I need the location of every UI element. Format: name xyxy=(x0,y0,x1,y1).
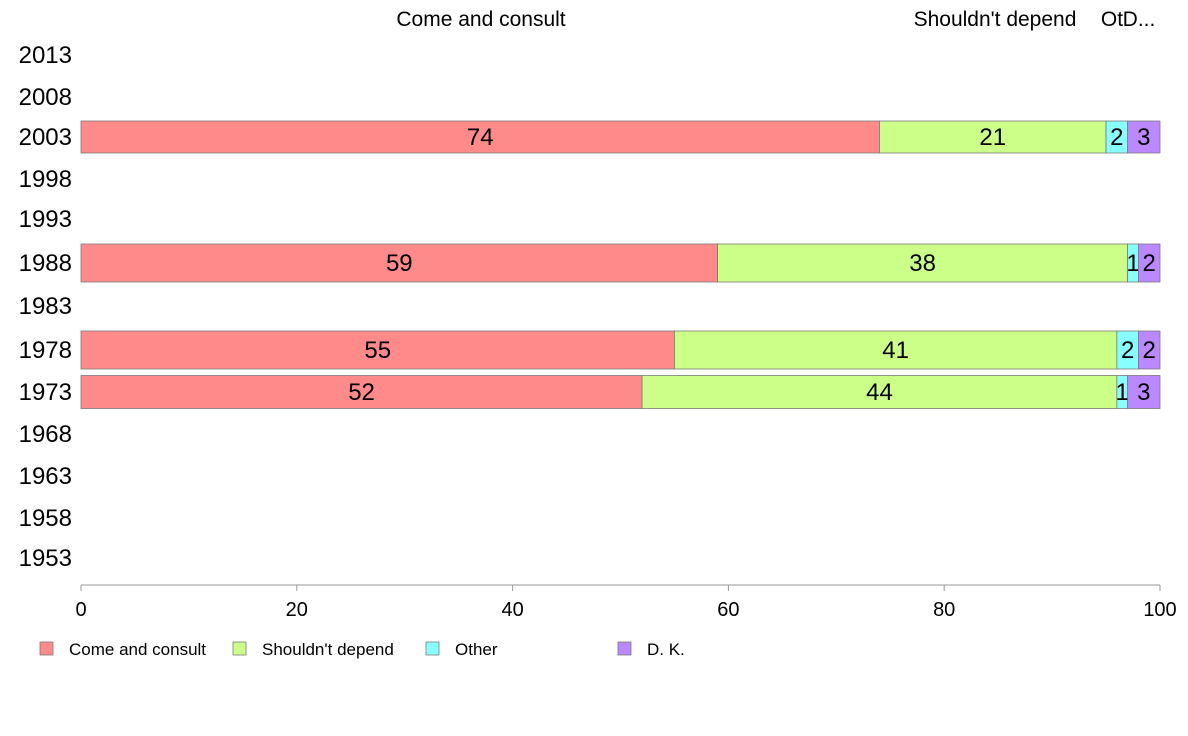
top-label: Shouldn't depend xyxy=(914,8,1077,31)
legend-swatch xyxy=(232,641,247,656)
x-tick-label: 60 xyxy=(717,599,739,621)
bar-segment xyxy=(1138,243,1161,283)
bar-area: 74 21 2 359 38 1 255 41 2 252 44 1 3 xyxy=(80,120,1161,409)
legend: Come and consult Shouldn't depend Other D. … xyxy=(39,640,685,659)
year-label: 2008 xyxy=(19,84,72,111)
year-label: 2003 xyxy=(19,124,72,151)
bar-value-label: 2 xyxy=(1110,124,1123,151)
x-tick-label: 20 xyxy=(286,599,308,621)
bar-value-label: 21 xyxy=(979,124,1006,151)
legend-label: Come and consult xyxy=(69,640,206,659)
bar-value-label: 74 xyxy=(467,124,494,151)
top-label: Ot xyxy=(1101,8,1123,31)
x-tick-label: 80 xyxy=(933,599,955,621)
x-tick-label: 100 xyxy=(1143,599,1176,621)
bar-segment xyxy=(1127,120,1161,154)
bar-value-label: 55 xyxy=(364,337,391,364)
bar-value-label: 2 xyxy=(1143,250,1156,277)
bar-value-label: 3 xyxy=(1137,124,1150,151)
bar-segment xyxy=(1127,375,1161,409)
year-label: 1998 xyxy=(19,166,72,193)
year-label: 1978 xyxy=(19,337,72,364)
bar-segment xyxy=(717,243,1129,283)
bar-value-label: 1 xyxy=(1126,250,1139,277)
legend-swatch xyxy=(617,641,632,656)
x-tick-label: 0 xyxy=(75,599,86,621)
year-label: 1988 xyxy=(19,250,72,277)
legend-label: Shouldn't depend xyxy=(262,640,394,659)
bar-value-label: 2 xyxy=(1121,337,1134,364)
bar-segment xyxy=(879,120,1107,154)
legend-swatch xyxy=(425,641,440,656)
year-label: 1983 xyxy=(19,293,72,320)
year-label: 1953 xyxy=(19,545,72,572)
bar-segment xyxy=(80,375,643,409)
bar-segment xyxy=(80,330,675,370)
year-axis-labels: 2013 2008 2003 1998 1993 1988 1983 1978 1973 1968… xyxy=(19,42,72,572)
year-label: 1993 xyxy=(19,206,72,233)
year-label: 1963 xyxy=(19,463,72,490)
year-label: 1973 xyxy=(19,379,72,406)
bar-value-label: 3 xyxy=(1137,379,1150,406)
legend-label: Other xyxy=(455,640,498,659)
top-series-labels: Come and consult Shouldn't depend Ot D... xyxy=(396,8,1155,31)
year-label: 1958 xyxy=(19,505,72,532)
bar-value-label: 1 xyxy=(1116,379,1129,406)
year-label: 2013 xyxy=(19,42,72,69)
x-tick-label: 40 xyxy=(501,599,523,621)
bar-segment xyxy=(674,330,1118,370)
bar-segment xyxy=(1138,330,1161,370)
top-label: D... xyxy=(1123,8,1156,31)
top-label: Come and consult xyxy=(396,8,565,31)
bar-value-label: 38 xyxy=(909,250,936,277)
legend-label: D. K. xyxy=(647,640,685,659)
bar-value-label: 59 xyxy=(386,250,413,277)
legend-swatch xyxy=(39,641,54,656)
bar-segment xyxy=(80,120,880,154)
bar-value-label: 52 xyxy=(348,379,375,406)
year-label: 1968 xyxy=(19,421,72,448)
bar-segment xyxy=(80,243,719,283)
bar-value-label: 41 xyxy=(882,337,909,364)
bar-value-label: 2 xyxy=(1143,337,1156,364)
bar-value-label: 44 xyxy=(866,379,893,406)
x-axis: 0 20 40 60 80 100 xyxy=(75,584,1177,621)
bar-segment xyxy=(641,375,1118,409)
